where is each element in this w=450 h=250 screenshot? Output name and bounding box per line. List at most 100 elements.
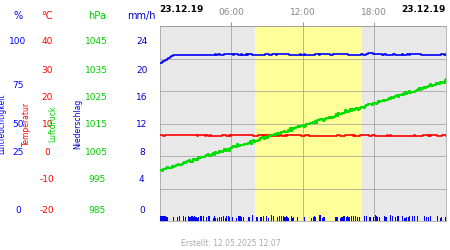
Bar [248,217,249,221]
Text: 25: 25 [12,148,24,156]
Bar [162,216,163,221]
Bar [376,216,378,221]
Bar [183,216,184,221]
Bar [353,216,355,221]
Bar [366,216,367,221]
Bar [440,218,441,221]
Bar [232,217,233,221]
Bar [188,216,189,221]
Bar [219,217,220,221]
Bar [406,217,407,221]
Text: 24: 24 [136,37,148,46]
Bar [346,217,347,221]
Bar [424,216,425,221]
Bar [370,218,371,221]
Bar [196,217,197,221]
Bar [200,216,201,221]
Bar [404,218,405,221]
Bar [226,216,227,221]
Bar [373,217,374,221]
Text: 1005: 1005 [85,148,108,156]
Bar [398,216,399,221]
Bar [208,216,209,221]
Text: 0: 0 [15,206,21,215]
Bar [386,217,387,221]
Bar [160,216,161,221]
Text: 20: 20 [41,93,53,102]
Bar [343,216,345,221]
Bar [261,218,262,221]
Bar [225,218,226,221]
Bar [392,216,393,221]
Text: 23.12.19: 23.12.19 [160,4,204,14]
Bar [390,216,392,221]
Bar [249,217,250,221]
Bar [167,218,168,221]
Bar [375,216,376,221]
Bar [312,217,314,221]
Bar [430,216,431,221]
Bar [195,217,196,221]
Bar [412,216,413,221]
Bar [291,216,292,221]
Bar [209,216,210,221]
Bar [256,216,257,221]
Bar [426,218,427,221]
Bar [197,218,198,221]
Text: 16: 16 [136,93,148,102]
Bar [304,216,305,221]
Text: 12: 12 [136,120,148,129]
Bar [159,216,160,221]
Text: 1025: 1025 [86,93,108,102]
Bar [286,216,287,221]
Text: 1045: 1045 [86,37,108,46]
Bar [213,218,214,221]
Bar [364,216,365,221]
Bar [268,218,269,221]
Bar [252,216,253,221]
Bar [271,216,272,221]
Bar [240,216,241,221]
Bar [428,217,429,221]
Bar [287,217,288,221]
Bar [192,216,193,221]
Bar [379,217,380,221]
Bar [243,217,244,221]
Bar [203,216,204,221]
Text: -10: -10 [40,175,54,184]
Bar [185,217,186,221]
Text: 0: 0 [45,148,50,156]
Bar [284,217,285,221]
Bar [349,216,351,221]
Bar [277,218,278,221]
Bar [266,216,267,221]
Text: Niederschlag: Niederschlag [73,98,82,149]
Bar [279,216,280,221]
Text: Luftfeuchtigkeit: Luftfeuchtigkeit [0,94,6,154]
Bar [189,216,190,221]
Bar [402,216,403,221]
Text: 8: 8 [139,148,144,156]
Bar [214,216,215,221]
Bar [348,217,350,221]
Bar [201,216,202,221]
Bar [165,216,166,221]
Bar [395,217,396,221]
Text: mm/h: mm/h [127,11,156,21]
Text: 50: 50 [12,120,24,129]
Bar [377,218,378,221]
Bar [445,217,446,221]
Bar [191,216,192,221]
Bar [260,217,261,221]
Bar [314,216,315,221]
Text: 20: 20 [136,66,148,74]
Bar [223,216,224,221]
Bar [198,217,199,221]
Text: 995: 995 [88,175,105,184]
Text: 23.12.19: 23.12.19 [401,4,446,14]
Bar [194,216,195,221]
Bar [283,216,284,221]
Text: 4: 4 [139,175,144,184]
Bar [292,216,294,221]
Bar [228,216,229,221]
